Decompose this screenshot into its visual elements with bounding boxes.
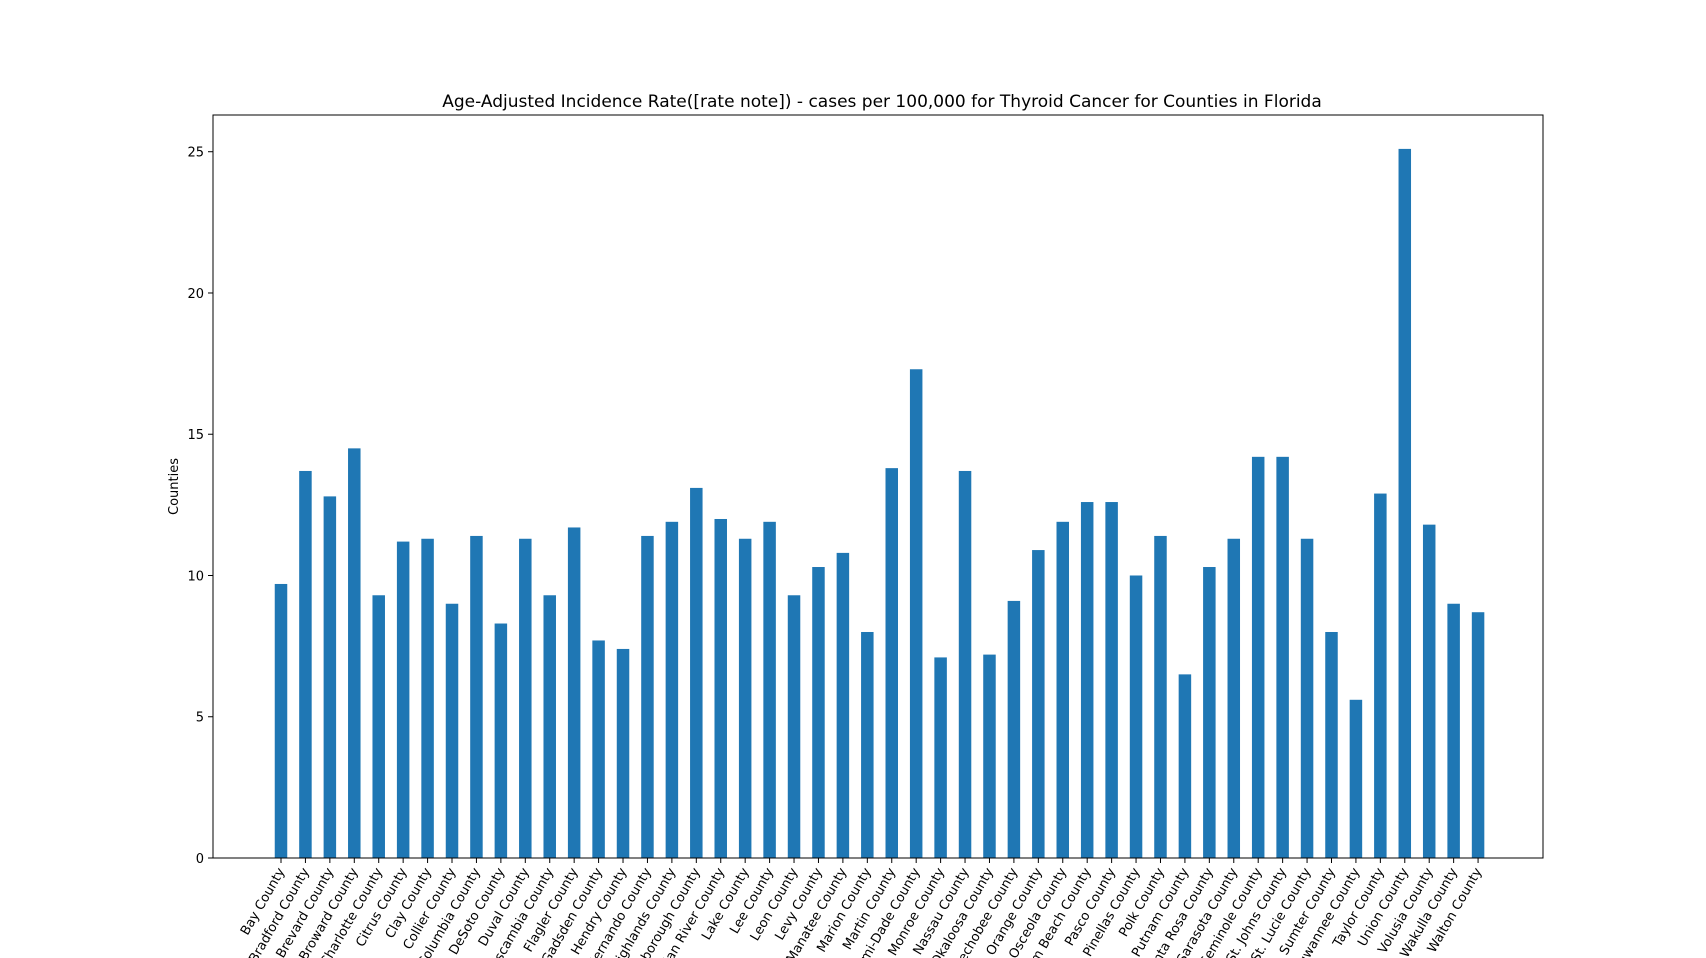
bar	[1422, 524, 1436, 858]
bar	[1129, 575, 1143, 858]
bar	[1398, 148, 1412, 859]
bar	[592, 640, 605, 858]
bar	[274, 583, 288, 858]
bar	[1032, 550, 1045, 858]
bar	[1447, 603, 1460, 858]
bar	[1178, 674, 1192, 858]
y-tick-label: 10	[187, 569, 204, 584]
bar	[1203, 567, 1216, 858]
bar	[396, 541, 410, 858]
bar	[885, 468, 898, 858]
bar	[1227, 538, 1241, 858]
bar	[1374, 493, 1387, 858]
bar	[299, 470, 312, 858]
bar	[1251, 456, 1265, 858]
y-tick-label: 20	[187, 287, 204, 302]
bar	[714, 518, 727, 858]
bar	[1349, 699, 1363, 858]
bar	[738, 538, 752, 858]
bar	[665, 521, 679, 858]
bar	[983, 654, 996, 858]
bar	[641, 535, 654, 858]
bar	[1105, 502, 1118, 858]
bar	[1300, 538, 1314, 858]
bar	[836, 552, 850, 858]
bar	[445, 603, 459, 858]
bar	[348, 448, 361, 858]
plot-frame	[212, 114, 1544, 859]
bar	[934, 657, 947, 858]
bar	[616, 648, 630, 858]
y-axis-label: Counties	[167, 458, 182, 515]
bar	[421, 538, 434, 858]
bar	[1325, 631, 1338, 858]
bar	[1056, 521, 1070, 858]
y-tick-label: 25	[187, 146, 204, 161]
y-tick-label: 5	[196, 711, 204, 726]
bar	[470, 535, 483, 858]
chart-title: Age-Adjusted Incidence Rate([rate note])…	[442, 92, 1322, 112]
bar	[1276, 456, 1289, 858]
bar	[787, 595, 801, 858]
y-axis: 0 5 10 15 20 25	[187, 146, 213, 867]
bar	[519, 538, 532, 858]
bar	[1080, 502, 1094, 858]
bar	[1007, 600, 1021, 858]
bar	[494, 623, 508, 858]
bar	[763, 521, 776, 858]
bar	[690, 487, 703, 858]
bars-group	[274, 148, 1485, 859]
bar	[372, 595, 385, 858]
bar	[567, 527, 581, 858]
y-tick-label: 0	[196, 852, 204, 867]
bar	[543, 595, 556, 858]
bar	[323, 496, 337, 858]
bar	[909, 369, 923, 858]
bar	[958, 470, 972, 858]
bar	[812, 567, 825, 858]
bar	[1154, 535, 1167, 858]
bar	[861, 631, 874, 858]
y-tick-label: 15	[187, 428, 204, 443]
bar	[1471, 612, 1485, 858]
